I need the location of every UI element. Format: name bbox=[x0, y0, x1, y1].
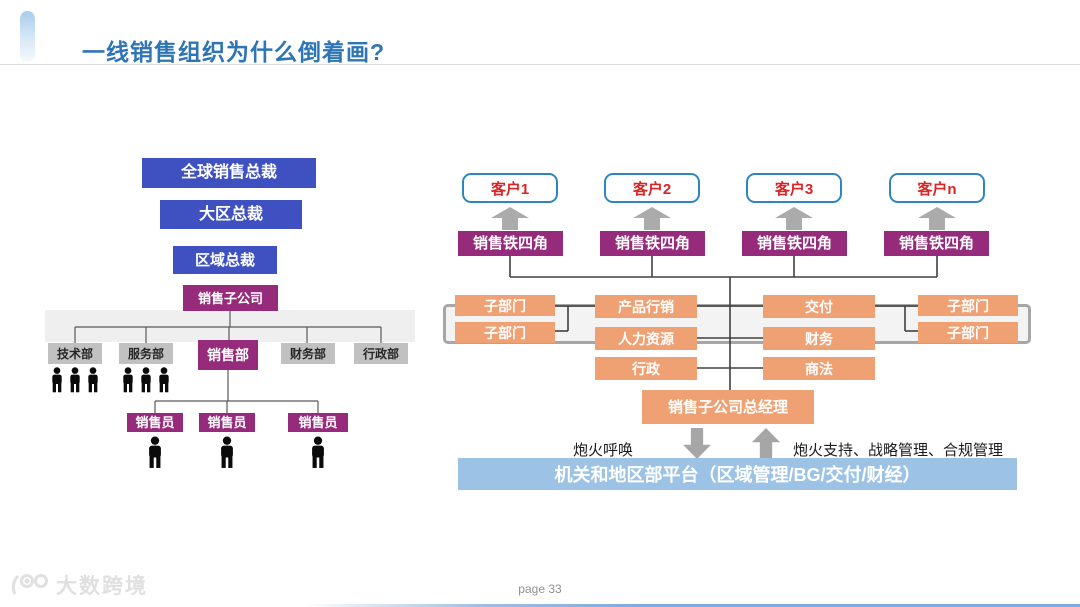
up-arrow-icon bbox=[491, 207, 529, 230]
page-title: 一线销售组织为什么倒着画? bbox=[82, 39, 386, 65]
person-icon bbox=[312, 436, 324, 468]
up-arrow-icon bbox=[633, 207, 671, 230]
person-icon bbox=[149, 436, 161, 468]
subdept-box-left-1: 子部门 bbox=[455, 295, 555, 316]
person-icon bbox=[123, 367, 133, 393]
function-hr-box: 人力资源 bbox=[595, 327, 697, 350]
salesperson-icon-2 bbox=[217, 436, 237, 469]
iron-triangle-box-3: 销售铁四角 bbox=[742, 231, 847, 256]
logo-text: 大数跨境 bbox=[56, 575, 148, 598]
area-president-box: 区域总裁 bbox=[173, 246, 277, 274]
customer-box-3: 客户3 bbox=[746, 173, 842, 203]
person-icon bbox=[52, 367, 62, 393]
salesperson-box: 销售员 bbox=[199, 413, 255, 432]
customer-box-1: 客户1 bbox=[462, 173, 558, 203]
down-arrow-icon bbox=[683, 428, 711, 459]
salesperson-icon-1 bbox=[145, 436, 165, 469]
page-number: page 33 bbox=[518, 582, 562, 596]
up-arrow-icon bbox=[752, 428, 780, 459]
header-divider bbox=[0, 64, 1080, 65]
function-admin-box: 行政 bbox=[595, 357, 697, 380]
dept-sales-box: 销售部 bbox=[198, 340, 258, 370]
dept-service-box: 服务部 bbox=[119, 343, 173, 364]
dept-admin-box: 行政部 bbox=[354, 343, 408, 364]
person-icon bbox=[141, 367, 151, 393]
function-product-marketing-box: 产品行销 bbox=[595, 295, 697, 318]
function-finance-box: 财务 bbox=[763, 327, 875, 350]
title-accent-bar bbox=[20, 11, 35, 62]
customer-box-2: 客户2 bbox=[604, 173, 700, 203]
person-icon bbox=[88, 367, 98, 393]
subdept-box-right-2: 子部门 bbox=[918, 322, 1018, 343]
salesperson-box: 销售员 bbox=[288, 413, 348, 432]
person-icon bbox=[159, 367, 169, 393]
up-arrow-icon bbox=[775, 207, 813, 230]
fire-call-label: 炮火呼唤 bbox=[573, 442, 634, 459]
salesperson-icon-3 bbox=[308, 436, 328, 469]
bottom-accent-line bbox=[0, 604, 1080, 607]
iron-triangle-box-2: 销售铁四角 bbox=[600, 231, 705, 256]
service-team-icons bbox=[120, 367, 172, 393]
general-manager-box: 销售子公司总经理 bbox=[642, 390, 814, 424]
function-delivery-box: 交付 bbox=[763, 295, 875, 318]
person-icon bbox=[221, 436, 233, 468]
logo: 大数跨境 bbox=[8, 570, 148, 600]
iron-triangle-box-4: 销售铁四角 bbox=[884, 231, 989, 256]
global-sales-president-box: 全球销售总裁 bbox=[142, 158, 316, 188]
left-chart-band bbox=[45, 310, 415, 342]
up-arrow-icon bbox=[918, 207, 956, 230]
platform-bar: 机关和地区部平台（区域管理/BG/交付/财经） bbox=[458, 458, 1017, 490]
person-icon bbox=[70, 367, 80, 393]
dept-tech-box: 技术部 bbox=[48, 343, 102, 364]
subdept-box-right-1: 子部门 bbox=[918, 295, 1018, 316]
subdept-box-left-2: 子部门 bbox=[455, 322, 555, 343]
sales-subsidiary-box: 销售子公司 bbox=[183, 285, 278, 311]
region-president-box: 大区总裁 bbox=[160, 200, 302, 229]
iron-triangle-box-1: 销售铁四角 bbox=[458, 231, 563, 256]
salesperson-box: 销售员 bbox=[127, 413, 183, 432]
tech-team-icons bbox=[49, 367, 101, 393]
dept-finance-box: 财务部 bbox=[281, 343, 335, 364]
logo-icon bbox=[11, 574, 48, 595]
fire-support-label: 炮火支持、战略管理、合规管理 bbox=[793, 442, 1004, 459]
customer-box-n: 客户n bbox=[889, 173, 985, 203]
function-commercial-law-box: 商法 bbox=[763, 357, 875, 380]
